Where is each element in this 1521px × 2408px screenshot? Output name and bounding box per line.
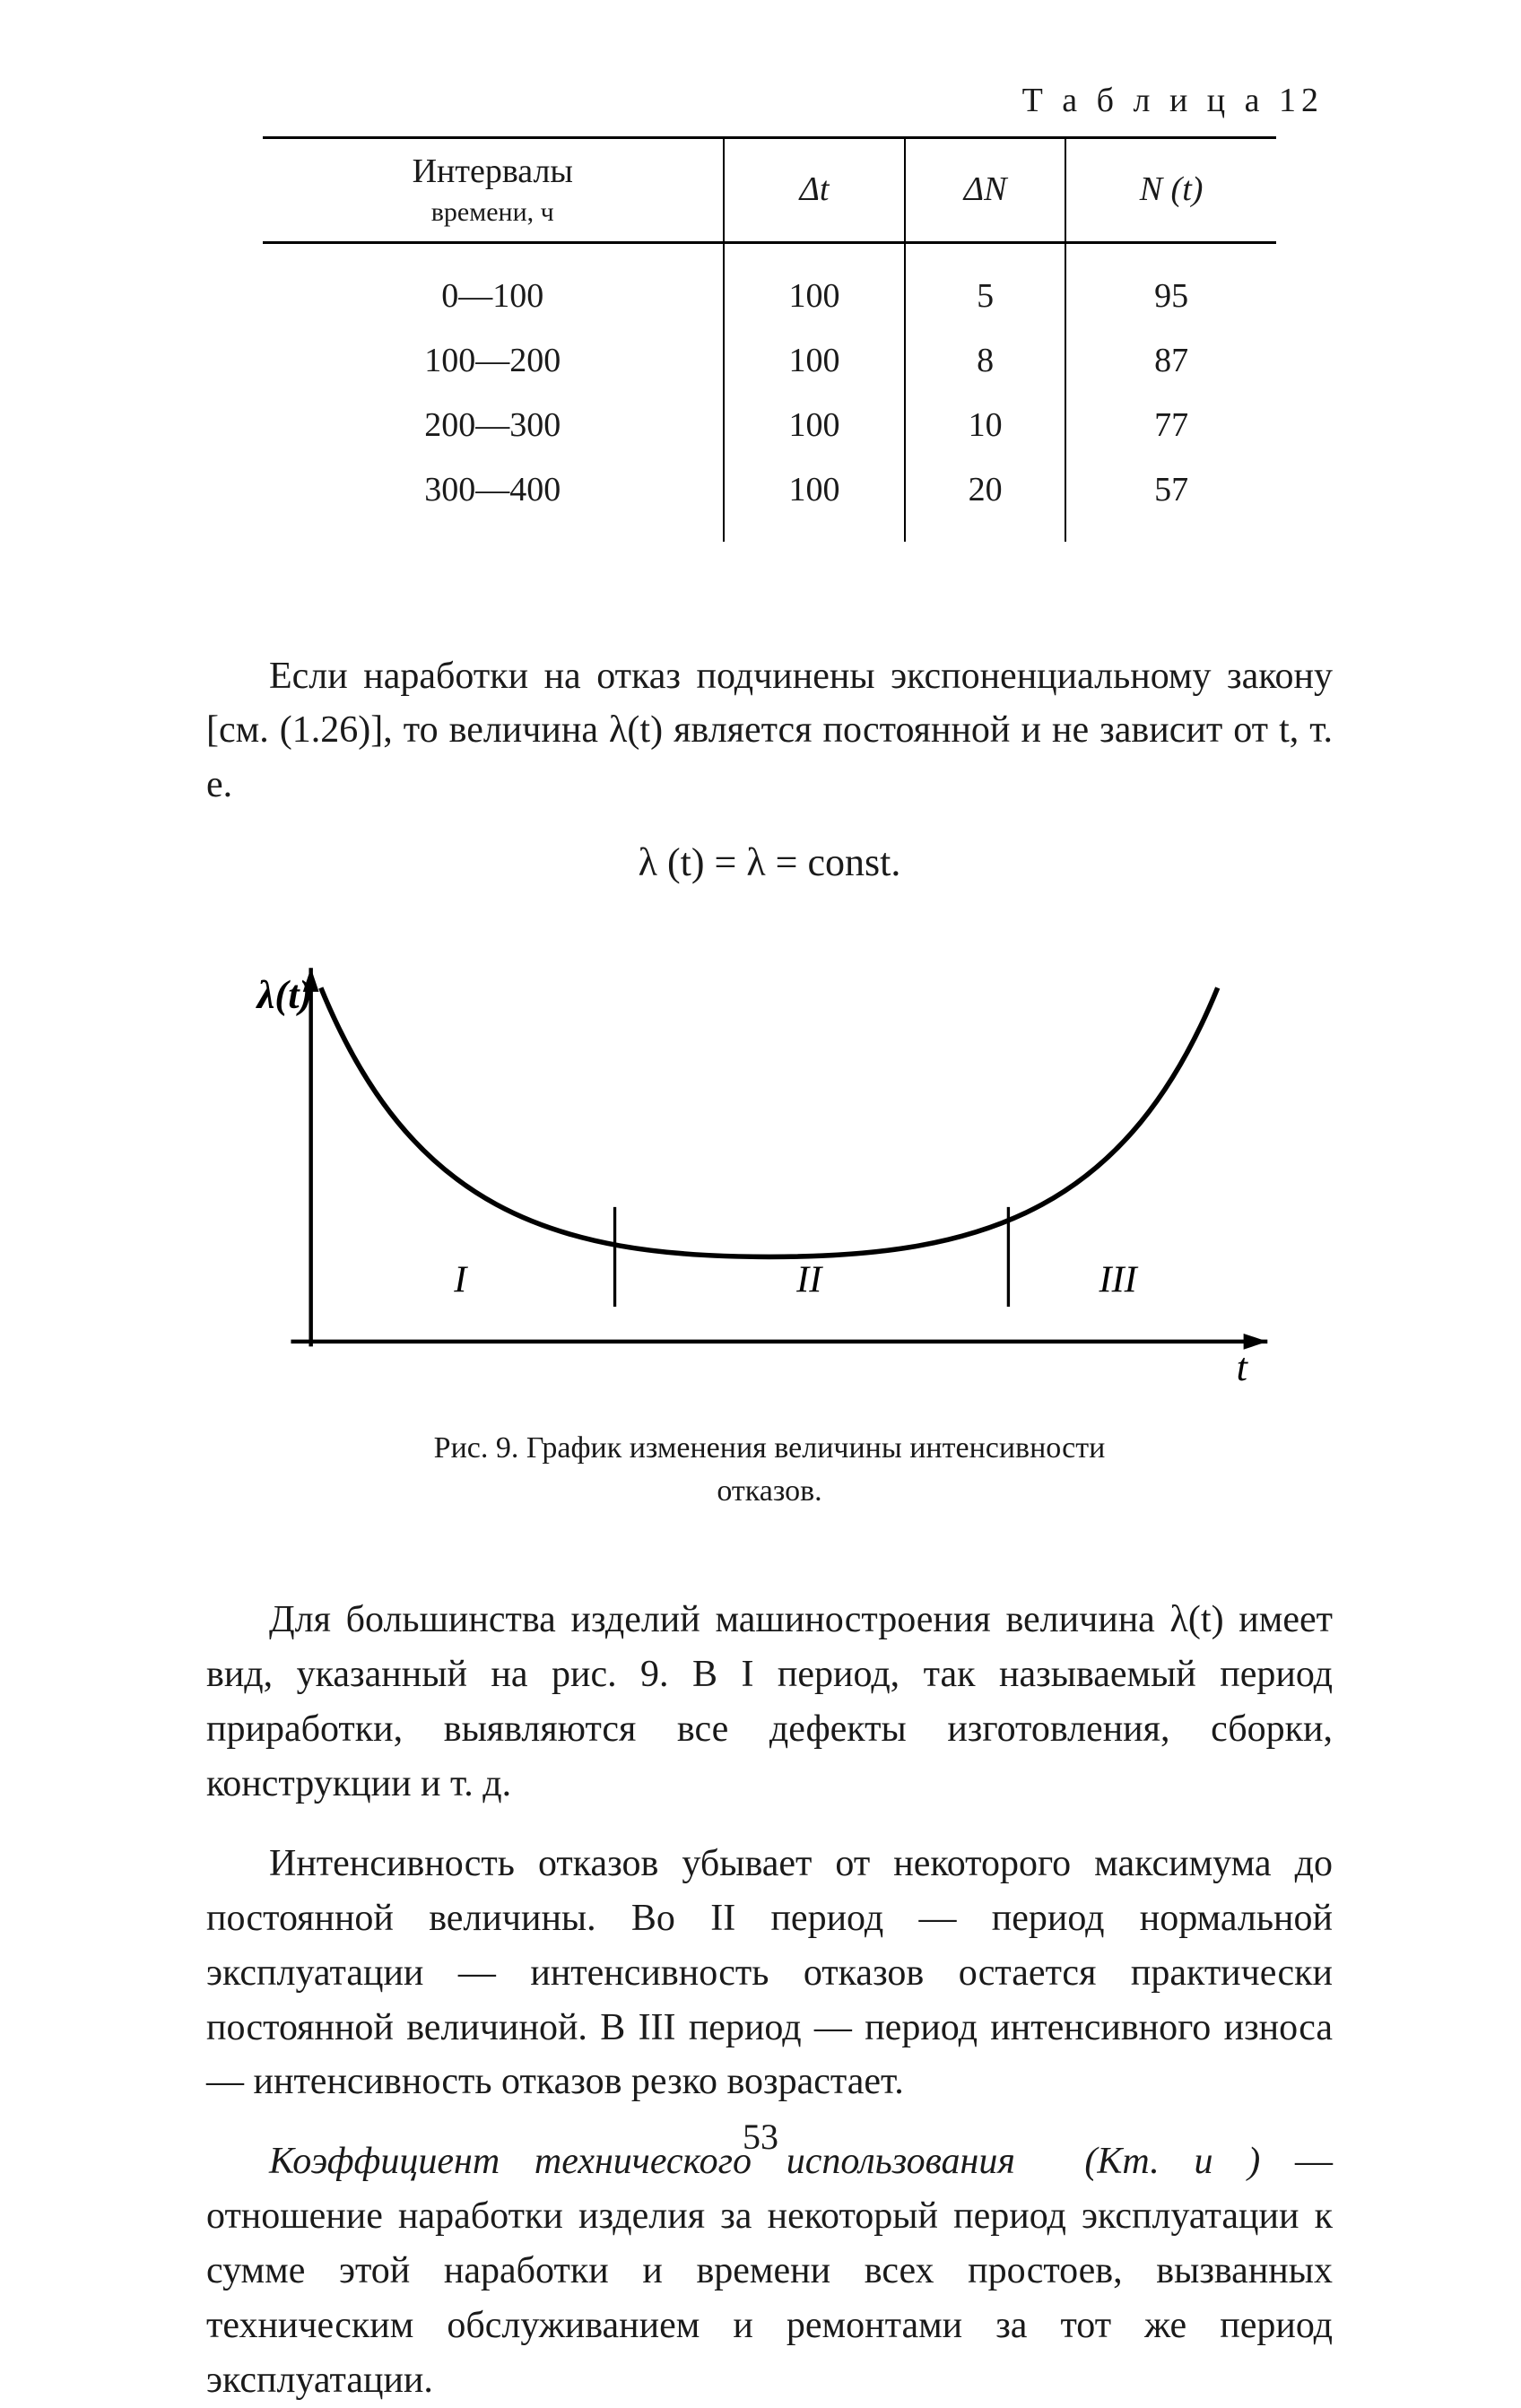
cell-Nt: 57 bbox=[1065, 457, 1276, 542]
paragraph-4: Коэффициент технического использования (… bbox=[206, 2134, 1333, 2407]
cell-dt: 100 bbox=[724, 457, 906, 542]
col-header-dt: Δt bbox=[724, 138, 906, 243]
col1-line1: Интервалы bbox=[413, 152, 573, 190]
bathtub-curve-svg: IIIIIIλ(t)t bbox=[251, 948, 1288, 1387]
paragraph-1: Если наработки на отказ подчинены экспон… bbox=[206, 649, 1333, 813]
cell-dN: 8 bbox=[905, 328, 1065, 393]
svg-text:III: III bbox=[1099, 1259, 1139, 1301]
cell-dt: 100 bbox=[724, 328, 906, 393]
table-12: Интервалы времени, ч Δt ΔN N (t) 0—100 1… bbox=[263, 136, 1276, 542]
cell-interval: 200—300 bbox=[263, 393, 724, 457]
paragraph-2: Для большинства изделий машиностроения в… bbox=[206, 1593, 1333, 1812]
page-number: 53 bbox=[0, 2116, 1521, 2158]
page: Т а б л и ц а 12 Интервалы времени, ч Δt… bbox=[0, 0, 1521, 2238]
cell-interval: 300—400 bbox=[263, 457, 724, 542]
table-row: 100—200 100 8 87 bbox=[263, 328, 1276, 393]
table-caption: Т а б л и ц а 12 bbox=[206, 81, 1333, 120]
cell-dt: 100 bbox=[724, 393, 906, 457]
caption-line2: отказов. bbox=[717, 1474, 821, 1508]
cell-interval: 0—100 bbox=[263, 242, 724, 328]
col-header-dN: ΔN bbox=[905, 138, 1065, 243]
svg-text:II: II bbox=[795, 1259, 823, 1301]
svg-text:λ(t): λ(t) bbox=[256, 972, 313, 1017]
col-header-Nt: N (t) bbox=[1065, 138, 1276, 243]
cell-interval: 100—200 bbox=[263, 328, 724, 393]
table-body: 0—100 100 5 95 100—200 100 8 87 200—300 … bbox=[263, 242, 1276, 542]
cell-dN: 10 bbox=[905, 393, 1065, 457]
table-row: 300—400 100 20 57 bbox=[263, 457, 1276, 542]
cell-dt: 100 bbox=[724, 242, 906, 328]
cell-Nt: 95 bbox=[1065, 242, 1276, 328]
cell-Nt: 77 bbox=[1065, 393, 1276, 457]
figure-9: IIIIIIλ(t)t bbox=[251, 948, 1288, 1391]
svg-text:t: t bbox=[1237, 1344, 1249, 1387]
col1-line2: времени, ч bbox=[272, 196, 714, 229]
cell-Nt: 87 bbox=[1065, 328, 1276, 393]
table-row: 0—100 100 5 95 bbox=[263, 242, 1276, 328]
figure-9-caption: Рис. 9. График изменения величины интенс… bbox=[319, 1427, 1221, 1512]
cell-dN: 20 bbox=[905, 457, 1065, 542]
cell-dN: 5 bbox=[905, 242, 1065, 328]
col-header-interval: Интервалы времени, ч bbox=[263, 138, 724, 243]
svg-text:I: I bbox=[454, 1259, 469, 1301]
equation: λ (t) = λ = const. bbox=[206, 839, 1333, 885]
caption-line1: Рис. 9. График изменения величины интенс… bbox=[434, 1431, 1106, 1465]
paragraph-3: Интенсивность отказов убывает от некотор… bbox=[206, 1837, 1333, 2109]
table-row: 200—300 100 10 77 bbox=[263, 393, 1276, 457]
